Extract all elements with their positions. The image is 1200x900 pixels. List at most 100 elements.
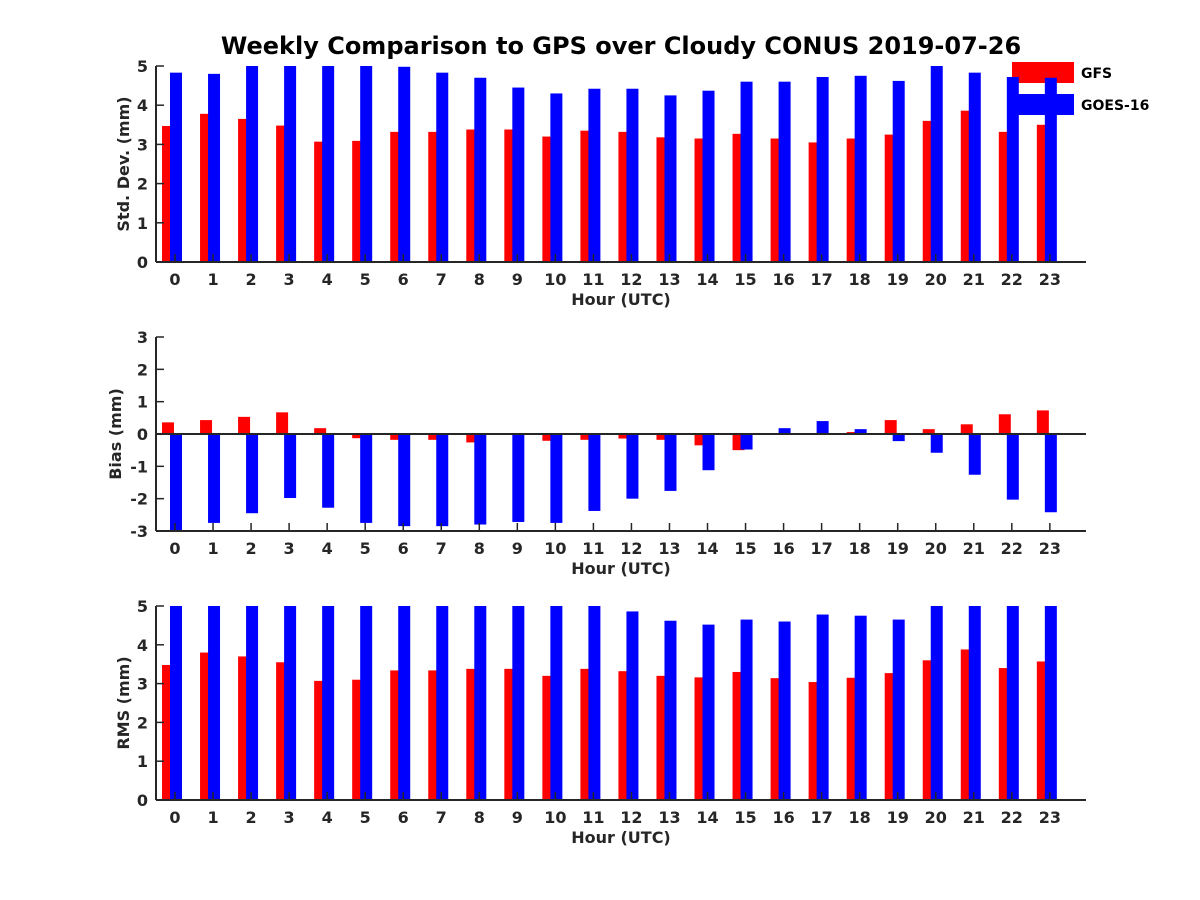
bar-gfs-hour-0 — [162, 422, 174, 434]
bar-goes16-hour-19 — [892, 434, 905, 442]
x-tick-label: 5 — [360, 270, 371, 289]
bar-goes16-hour-19 — [892, 619, 905, 800]
bar-goes16-hour-13 — [664, 95, 677, 263]
x-tick-label: 5 — [360, 808, 371, 827]
bar-goes16-hour-1 — [208, 434, 221, 523]
y-axis-label: RMS (mm) — [114, 656, 133, 749]
x-tick-label: 12 — [620, 539, 642, 558]
bar-gfs-hour-1 — [200, 420, 213, 434]
x-tick-label: 1 — [207, 270, 218, 289]
x-tick-label: 21 — [963, 808, 985, 827]
x-tick-label: 11 — [582, 808, 604, 827]
bar-goes16-hour-4 — [322, 434, 335, 508]
bar-goes16-hour-10 — [550, 93, 563, 262]
bar-gfs-hour-23 — [1036, 410, 1049, 434]
bar-goes16-hour-8 — [474, 77, 487, 262]
bar-goes16-hour-23 — [1044, 434, 1057, 513]
bar-goes16-hour-3 — [284, 606, 297, 800]
x-tick-label: 16 — [772, 808, 794, 827]
bar-goes16-hour-12 — [626, 88, 639, 263]
x-tick-label: 12 — [620, 270, 642, 289]
bar-goes16-hour-22 — [1006, 606, 1019, 800]
bar-goes16-hour-16 — [778, 621, 791, 800]
x-tick-label: 13 — [658, 539, 680, 558]
bar-goes16-hour-21 — [968, 72, 981, 262]
y-tick-label: 0 — [137, 791, 148, 810]
bar-gfs-hour-19 — [884, 420, 897, 434]
x-tick-label: 7 — [436, 808, 447, 827]
legend: GFS GOES-16 — [1012, 62, 1149, 115]
bar-goes16-hour-11 — [588, 88, 601, 263]
x-tick-label: 20 — [925, 539, 947, 558]
x-tick-label: 2 — [246, 808, 257, 827]
y-tick-label: -1 — [130, 457, 148, 476]
y-tick-label: 4 — [137, 96, 148, 115]
x-tick-label: 3 — [284, 270, 295, 289]
x-tick-label: 12 — [620, 808, 642, 827]
bar-gfs-hour-11 — [580, 434, 593, 440]
bar-goes16-hour-17 — [816, 614, 829, 800]
bar-goes16-hour-5 — [360, 66, 373, 262]
y-tick-label: 2 — [137, 713, 148, 732]
bar-goes16-hour-11 — [588, 606, 601, 800]
y-tick-label: 4 — [137, 636, 148, 655]
x-tick-label: 23 — [1039, 270, 1061, 289]
bar-gfs-hour-3 — [276, 412, 289, 434]
x-tick-label: 7 — [436, 270, 447, 289]
x-axis-label: Hour (UTC) — [571, 559, 671, 578]
x-tick-label: 22 — [1001, 539, 1023, 558]
bar-goes16-hour-2 — [246, 434, 259, 514]
bar-goes16-hour-14 — [702, 90, 715, 262]
x-tick-label: 6 — [398, 539, 409, 558]
bar-goes16-hour-8 — [474, 606, 487, 800]
bar-goes16-hour-7 — [436, 606, 449, 800]
bar-gfs-hour-6 — [390, 434, 403, 440]
bar-gfs-hour-9 — [504, 129, 517, 262]
y-tick-label: 1 — [137, 752, 148, 771]
x-tick-label: 17 — [810, 539, 832, 558]
x-tick-label: 17 — [810, 808, 832, 827]
x-tick-label: 15 — [734, 270, 756, 289]
bar-goes16-hour-20 — [930, 606, 943, 800]
bar-goes16-hour-6 — [398, 434, 411, 527]
x-tick-label: 19 — [887, 808, 909, 827]
bar-goes16-hour-7 — [436, 72, 449, 262]
bar-goes16-hour-14 — [702, 434, 715, 471]
bar-goes16-hour-5 — [360, 606, 373, 800]
bar-goes16-hour-13 — [664, 620, 677, 800]
x-tick-label: 19 — [887, 270, 909, 289]
x-tick-label: 13 — [658, 270, 680, 289]
bar-goes16-hour-12 — [626, 434, 639, 499]
bar-gfs-hour-2 — [238, 416, 251, 434]
bar-gfs-hour-21 — [960, 424, 973, 434]
x-tick-label: 1 — [207, 808, 218, 827]
x-tick-label: 20 — [925, 270, 947, 289]
bar-goes16-hour-3 — [284, 66, 297, 262]
bar-goes16-hour-15 — [740, 619, 753, 800]
x-tick-label: 10 — [544, 270, 566, 289]
legend-swatch-goes16 — [1012, 94, 1074, 115]
x-tick-label: 4 — [322, 808, 333, 827]
x-tick-label: 14 — [696, 270, 718, 289]
bar-goes16-hour-14 — [702, 624, 715, 800]
x-tick-label: 10 — [544, 539, 566, 558]
bar-goes16-hour-21 — [968, 606, 981, 800]
bar-goes16-hour-16 — [778, 81, 791, 263]
x-tick-label: 19 — [887, 539, 909, 558]
x-tick-label: 14 — [696, 808, 718, 827]
x-axis-label: Hour (UTC) — [571, 290, 671, 309]
bar-goes16-hour-6 — [398, 606, 411, 800]
bar-goes16-hour-0 — [170, 72, 182, 262]
x-tick-label: 18 — [849, 270, 871, 289]
x-tick-label: 21 — [963, 539, 985, 558]
y-tick-label: -3 — [130, 522, 148, 541]
y-tick-label: 0 — [137, 425, 148, 444]
bar-goes16-hour-15 — [740, 434, 753, 450]
bar-gfs-hour-20 — [922, 429, 935, 434]
x-tick-label: 10 — [544, 808, 566, 827]
x-tick-label: 7 — [436, 539, 447, 558]
bar-goes16-hour-7 — [436, 434, 449, 527]
